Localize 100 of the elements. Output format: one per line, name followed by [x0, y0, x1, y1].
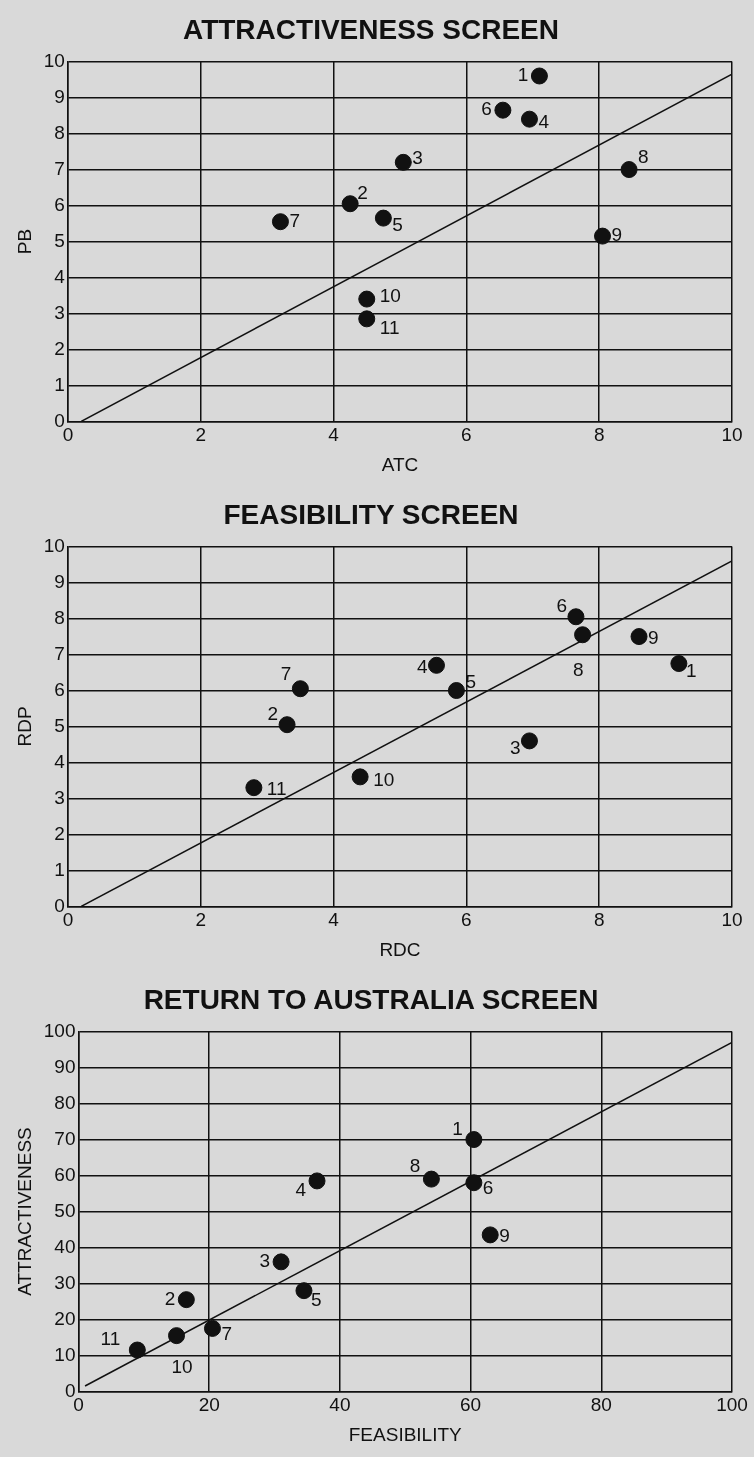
y-tick-label: 5: [54, 229, 65, 251]
annotation: 2: [357, 181, 368, 203]
x-tick-label: 6: [461, 424, 472, 446]
point: [351, 768, 369, 786]
point: [520, 732, 538, 750]
x-tick-label: 80: [590, 1394, 612, 1416]
annotation: 9: [611, 224, 623, 246]
y-tick-label: 60: [54, 1163, 76, 1185]
x-tick-label: 10: [721, 909, 743, 931]
point: [594, 227, 612, 245]
point: [422, 1170, 440, 1188]
point: [128, 1341, 146, 1359]
annotation: 9: [499, 1225, 510, 1247]
point: [574, 626, 592, 644]
y-tick-label: 20: [54, 1307, 76, 1329]
point: [630, 628, 648, 646]
point: [245, 779, 263, 797]
y-tick-label: 2: [54, 337, 65, 359]
annotation: 11: [100, 1328, 121, 1350]
y-tick-label: 10: [43, 49, 65, 71]
chart-title: RETURN TO AUSTRALIA SCREEN: [143, 983, 599, 1015]
x-axis-title: ATC: [381, 453, 419, 475]
x-tick-label: 100: [716, 1394, 748, 1416]
y-tick-label: 0: [64, 1379, 76, 1401]
y-tick-label: 4: [54, 265, 66, 287]
y-tick-label: 40: [54, 1235, 76, 1257]
y-tick-label: 9: [54, 570, 65, 592]
y-tick-label: 10: [54, 1343, 76, 1365]
annotation: 2: [164, 1287, 176, 1309]
y-tick-label: 6: [54, 193, 65, 215]
x-tick-label: 4: [328, 424, 340, 446]
annotation: 7: [289, 209, 301, 231]
y-tick-label: 8: [54, 606, 65, 628]
point: [278, 716, 296, 734]
point: [447, 682, 465, 700]
annotation: 6: [481, 98, 492, 120]
y-tick-label: 90: [54, 1055, 76, 1077]
annotation: 6: [556, 595, 567, 616]
y-tick-label: 0: [54, 409, 65, 431]
point: [177, 1291, 195, 1309]
annotation: 5: [392, 214, 403, 236]
annotation: 10: [171, 1355, 193, 1377]
y-tick-label: 30: [54, 1271, 76, 1293]
annotation: 8: [638, 145, 649, 167]
y-tick-label: 8: [54, 121, 65, 143]
y-axis-title: RDP: [13, 706, 35, 747]
point: [168, 1327, 186, 1345]
annotation: 5: [465, 670, 476, 692]
point: [465, 1131, 483, 1149]
y-tick-label: 70: [54, 1127, 76, 1149]
point: [291, 680, 309, 698]
x-axis-title: FEASIBILITY: [348, 1423, 463, 1445]
y-tick-label: 7: [54, 642, 65, 664]
x-tick-label: 6: [461, 909, 472, 931]
y-tick-label: 5: [54, 714, 65, 736]
point: [295, 1282, 313, 1300]
annotation: 3: [259, 1250, 271, 1272]
x-tick-label: 2: [195, 909, 207, 931]
annotation: 11: [266, 777, 287, 799]
y-tick-label: 9: [54, 85, 65, 107]
y-tick-label: 4: [54, 750, 66, 772]
y-tick-label: 1: [54, 858, 65, 880]
y-tick-label: 1: [54, 373, 65, 395]
point: [670, 655, 688, 673]
annotation: 11: [379, 317, 400, 339]
annotation: 9: [648, 626, 659, 648]
point: [567, 608, 585, 626]
point: [203, 1319, 221, 1337]
annotation: 5: [310, 1288, 322, 1310]
y-tick-label: 10: [43, 534, 65, 556]
point: [620, 161, 638, 179]
annotation: 3: [412, 146, 423, 168]
y-tick-label: 50: [54, 1199, 76, 1221]
x-axis-title: RDC: [379, 938, 421, 960]
annotation: 4: [538, 111, 550, 133]
x-tick-label: 60: [460, 1394, 482, 1416]
annotation: 10: [373, 769, 395, 791]
y-tick-label: 6: [54, 678, 65, 700]
point: [271, 213, 289, 231]
annotation: 8: [409, 1155, 421, 1177]
x-tick-label: 40: [329, 1394, 351, 1416]
point: [494, 101, 512, 119]
y-tick-label: 0: [54, 894, 65, 916]
annotation: 4: [416, 655, 428, 677]
point: [358, 290, 376, 308]
x-tick-label: 10: [721, 424, 743, 446]
point: [374, 209, 392, 227]
annotation: 7: [280, 662, 292, 684]
y-axis-title: PB: [13, 228, 35, 255]
y-tick-label: 3: [54, 301, 65, 323]
x-tick-label: 2: [195, 424, 207, 446]
annotation: 2: [267, 702, 279, 724]
annotation: 1: [685, 659, 697, 681]
y-tick-label: 3: [54, 786, 65, 808]
point: [530, 67, 548, 85]
point: [481, 1226, 499, 1244]
point: [341, 195, 359, 213]
point: [520, 110, 538, 128]
point: [358, 310, 376, 328]
point: [394, 153, 412, 171]
